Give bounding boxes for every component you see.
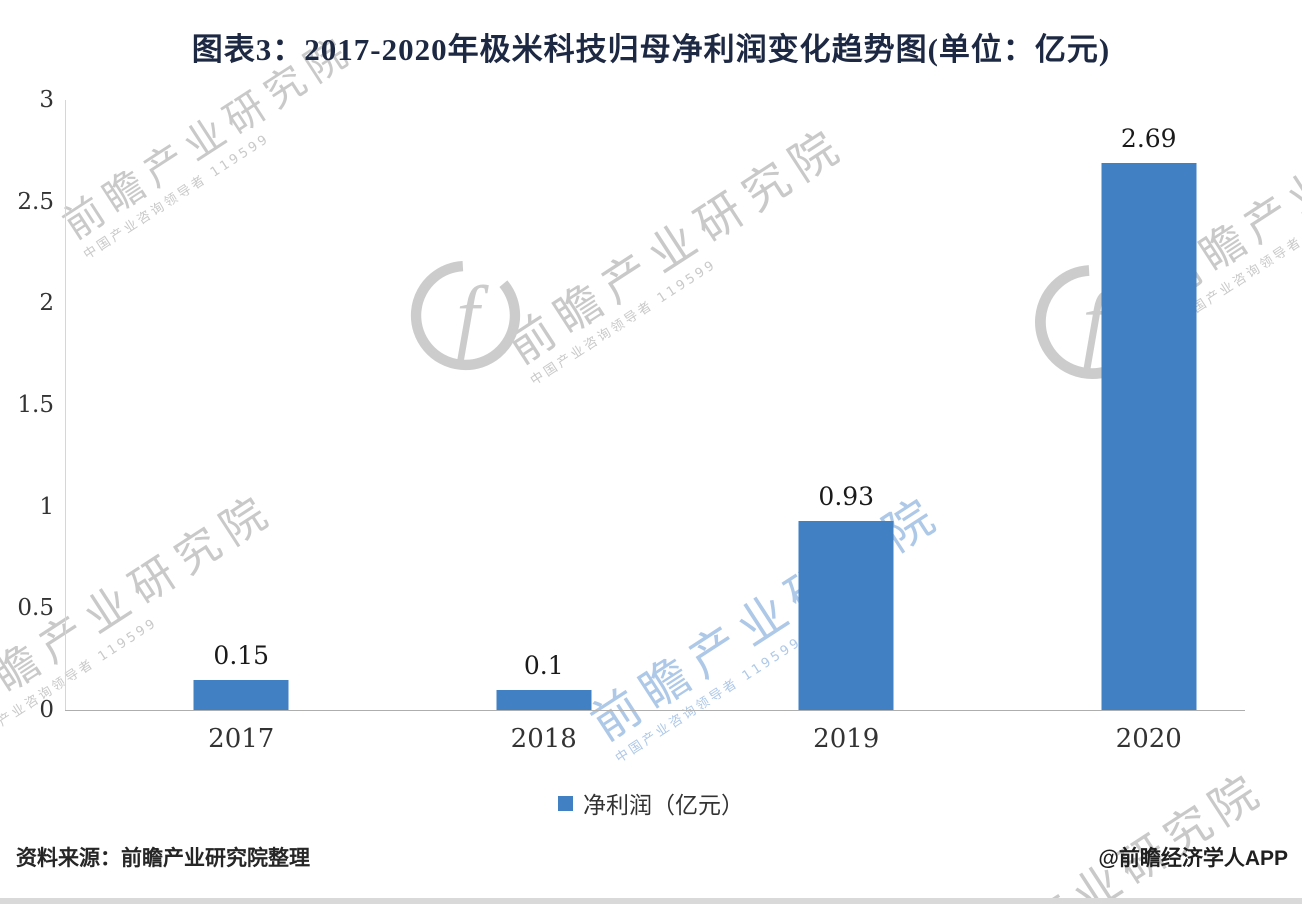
x-tick-label: 2019 <box>813 724 880 754</box>
bar-value-label: 0.93 <box>818 481 875 511</box>
bottom-strip <box>0 898 1302 904</box>
bar-value-label: 2.69 <box>1120 124 1177 154</box>
y-axis-line <box>65 100 66 710</box>
bar-slot: 2.69 <box>998 100 1301 710</box>
source-note: 资料来源：前瞻产业研究院整理 <box>16 847 310 870</box>
chart-title: 图表3：2017-2020年极米科技归母净利润变化趋势图(单位：亿元) <box>191 32 1111 67</box>
bar-2018 <box>496 689 592 710</box>
watermark-text: 前瞻产业研究院 <box>927 761 1274 904</box>
y-tick-label: 2 <box>39 290 54 317</box>
x-tick-label: 2017 <box>208 724 275 754</box>
x-axis-labels: 2017 2018 2019 2020 <box>90 724 1300 754</box>
bar-value-label: 0.15 <box>213 640 270 670</box>
y-tick-label: 3 <box>39 87 54 113</box>
plot-area: 0.15 0.1 0.93 2.69 <box>90 100 1300 710</box>
y-tick-label: 1.5 <box>17 392 54 418</box>
watermark: 前瞻产业研究院 <box>927 761 1274 904</box>
x-tick-label: 2020 <box>1115 724 1182 754</box>
legend-swatch <box>558 795 573 811</box>
y-tick-label: 1 <box>39 493 54 520</box>
credit-note: @前瞻经济学人APP <box>1098 847 1288 870</box>
bar-slot: 0.1 <box>393 100 696 710</box>
bar-slot: 0.15 <box>90 100 393 710</box>
bar-2020 <box>1101 163 1197 710</box>
y-tick-label: 0.5 <box>17 595 54 622</box>
legend-label: 净利润（亿元） <box>583 793 744 819</box>
bar-value-label: 0.1 <box>523 650 564 680</box>
y-tick-label: 0 <box>39 697 54 723</box>
legend: 净利润（亿元） <box>0 786 1302 820</box>
bar-2017 <box>193 679 289 710</box>
y-tick-label: 2.5 <box>17 188 54 215</box>
x-axis-line <box>65 710 1245 711</box>
bar-slot: 0.93 <box>695 100 998 710</box>
bar-2019 <box>798 520 894 710</box>
y-axis-labels: 0 0.5 1 1.5 2 2.5 3 <box>0 0 54 904</box>
x-tick-label: 2018 <box>510 724 577 754</box>
